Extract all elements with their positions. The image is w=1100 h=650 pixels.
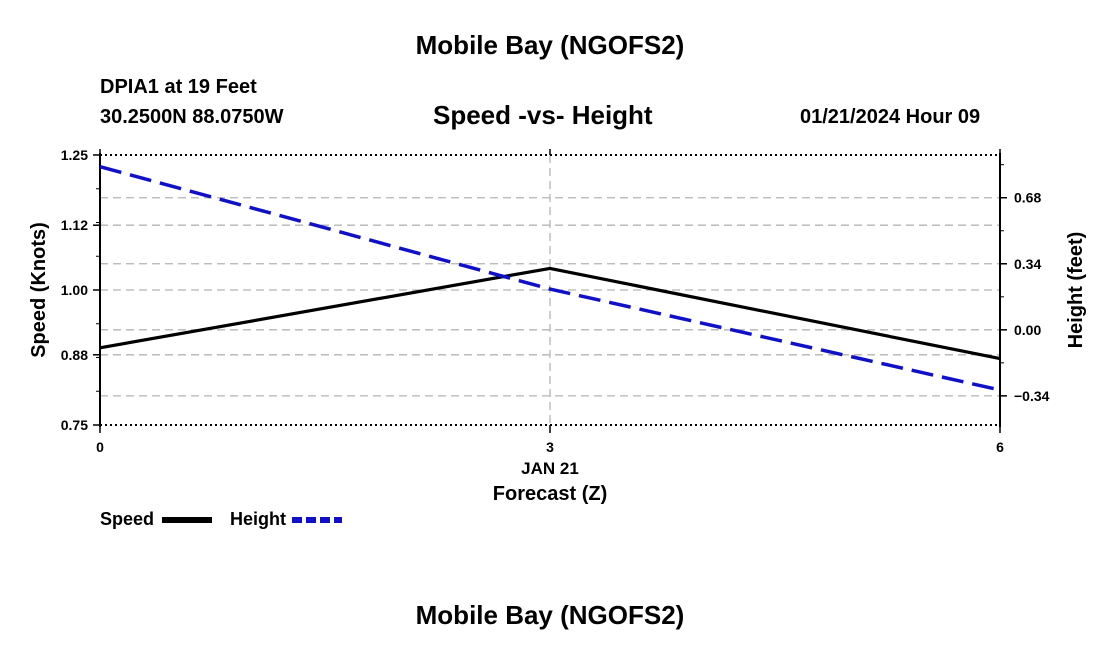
y-tick-label-left: 1.25 <box>61 147 88 163</box>
x-date-label: JAN 21 <box>521 459 579 478</box>
y-tick-label-left: 1.12 <box>61 217 88 233</box>
y-axis-title-right: Height (feet) <box>1065 232 1087 349</box>
x-tick-label: 3 <box>546 439 554 455</box>
y-tick-label-right: −0.34 <box>1014 388 1050 404</box>
forecast-datetime: 01/21/2024 Hour 09 <box>800 106 981 128</box>
tick-labels: 0.75 0.88 1.00 1.12 1.25 −0.34 0.00 0.34 0.68 0 3 6 <box>61 147 1050 455</box>
axis-ticks <box>93 149 1007 433</box>
y-tick-label-left: 0.75 <box>61 417 88 433</box>
station-label: DPIA1 at 19 Feet <box>100 76 257 98</box>
y-tick-label-right: 0.00 <box>1014 322 1041 338</box>
y-tick-label-left: 1.00 <box>61 282 88 298</box>
x-tick-label: 0 <box>96 439 104 455</box>
grid-lines <box>100 155 1000 425</box>
y-axis-title-left: Speed (Knots) <box>28 222 50 358</box>
series-lines <box>99 164 1001 392</box>
chart-subtitle: Speed -vs- Height <box>433 100 653 130</box>
legend-label-height: Height <box>230 509 286 529</box>
legend-label-speed: Speed <box>100 509 154 529</box>
chart-title: Mobile Bay (NGOFS2) <box>415 30 685 60</box>
legend: Speed Height <box>100 509 342 529</box>
x-tick-label: 6 <box>996 439 1004 455</box>
y-tick-label-right: 0.68 <box>1014 190 1041 206</box>
y-tick-label-left: 0.88 <box>61 347 88 363</box>
footer-title: Mobile Bay (NGOFS2) <box>415 600 685 630</box>
x-axis-title: Forecast (Z) <box>493 483 607 505</box>
y-tick-label-right: 0.34 <box>1014 256 1041 272</box>
station-coordinates: 30.2500N 88.0750W <box>100 106 284 128</box>
